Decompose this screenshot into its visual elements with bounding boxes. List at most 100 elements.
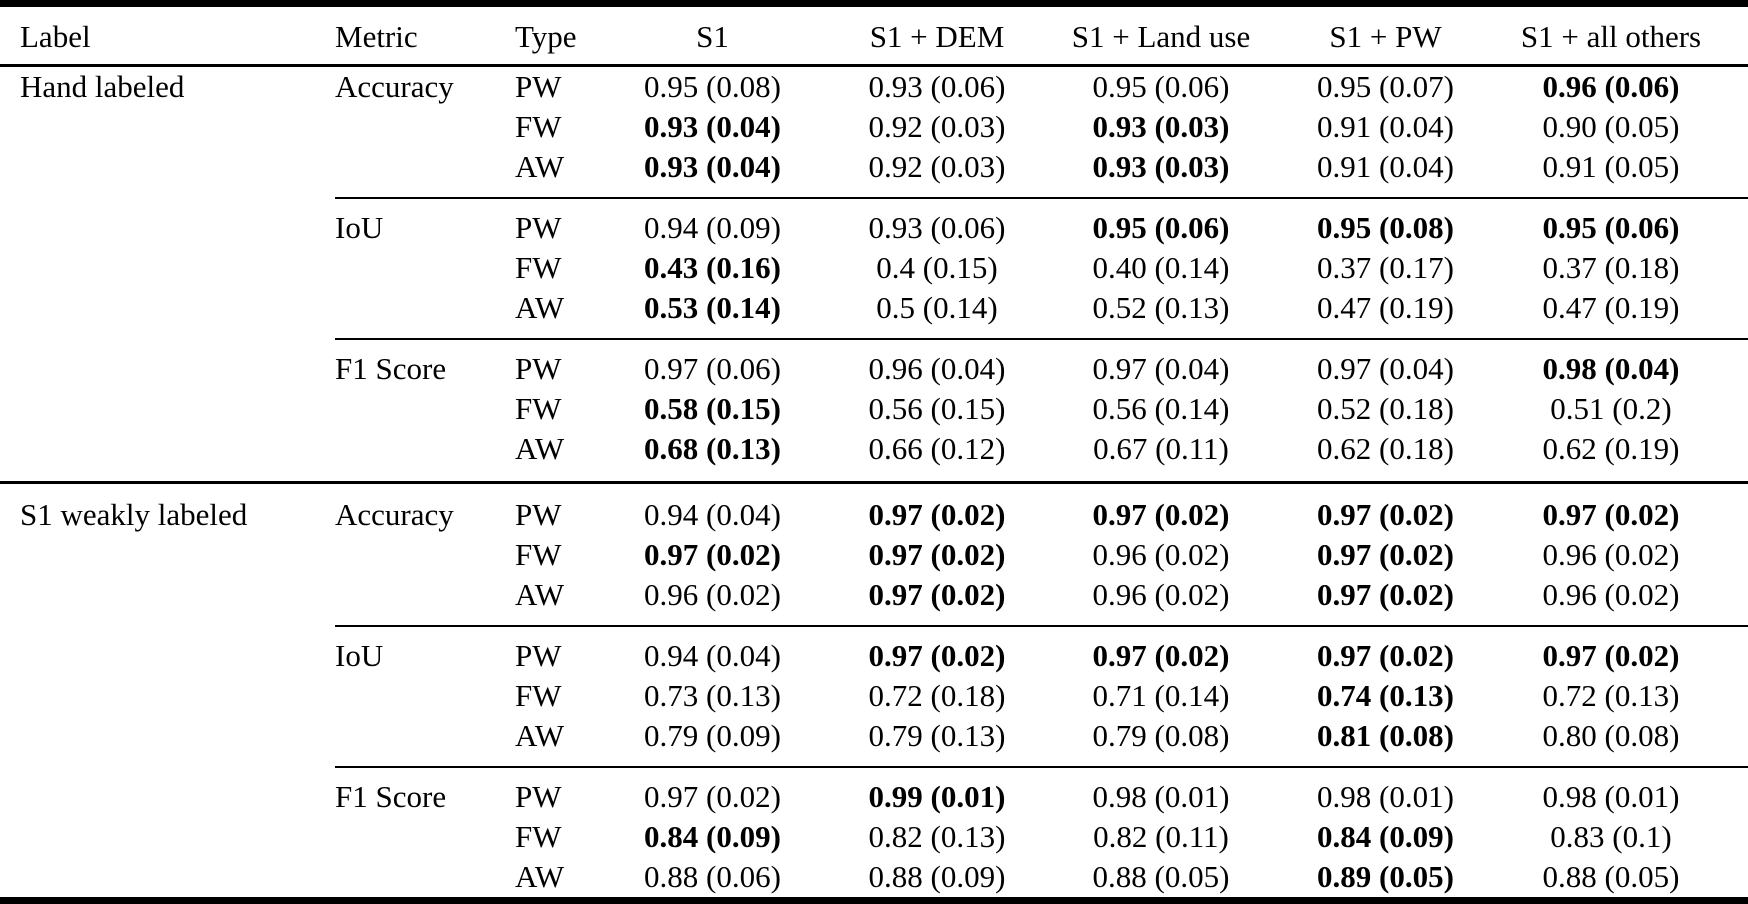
value-cell: 0.95 (0.06) [1498, 197, 1748, 248]
value-cell: 0.97 (0.02) [1317, 537, 1454, 572]
value-cell: 0.84 (0.09) [1317, 819, 1454, 854]
group-label-cell [0, 676, 335, 716]
table-row: IoU PW 0.94 (0.04) 0.97 (0.02) 0.97 (0.02) 0.… [0, 625, 1748, 676]
col-header-s1: S1 [600, 3, 825, 67]
metric-name-cell [335, 676, 515, 716]
table-row: FW 0.73 (0.13) 0.72 (0.18) 0.71 (0.14) 0.74 … [0, 676, 1748, 716]
value-cell: 0.93 (0.03) [1092, 109, 1230, 144]
value-cell: 0.98 (0.01) [1049, 766, 1273, 817]
value-cell: 0.79 (0.08) [1092, 718, 1230, 753]
group-label-cell [0, 389, 335, 429]
value-cell: 0.82 (0.13) [868, 819, 1006, 854]
metric-name-cell [335, 429, 515, 483]
table-body: Hand labeled Accuracy PW 0.95 (0.08) 0.93 (0… [0, 66, 1748, 901]
value-cell: 0.90 (0.05) [1542, 109, 1680, 144]
metric-name-cell [335, 147, 515, 198]
value-cell: 0.51 (0.2) [1550, 391, 1672, 426]
value-cell: 0.97 (0.02) [825, 481, 1049, 535]
col-header-type: Type [515, 3, 600, 67]
value-cell: 0.74 (0.13) [1317, 678, 1454, 713]
value-cell: 0.97 (0.02) [868, 537, 1006, 572]
value-cell: 0.96 (0.04) [825, 338, 1049, 389]
value-cell: 0.88 (0.05) [1542, 859, 1680, 894]
group-label-cell [0, 857, 335, 901]
table-row: AW 0.88 (0.06) 0.88 (0.09) 0.88 (0.05) 0.89 … [0, 857, 1748, 901]
value-cell: 0.73 (0.13) [644, 678, 781, 713]
value-cell: 0.82 (0.11) [1093, 819, 1229, 854]
table-row: IoU PW 0.94 (0.09) 0.93 (0.06) 0.95 (0.06) 0.… [0, 197, 1748, 248]
value-cell: 0.62 (0.18) [1317, 431, 1454, 466]
value-cell: 0.43 (0.16) [644, 250, 781, 285]
group-label-cell [0, 716, 335, 767]
metric-name-cell [335, 288, 515, 339]
type-cell: PW [515, 481, 600, 535]
value-cell: 0.97 (0.02) [1273, 481, 1498, 535]
group-label-cell [0, 429, 335, 483]
type-cell: FW [515, 250, 562, 285]
type-cell: FW [515, 391, 562, 426]
metric-name-cell: F1 Score [335, 338, 515, 389]
type-cell: AW [515, 577, 565, 612]
table-row: S1 weakly labeled Accuracy PW 0.94 (0.04) 0.… [0, 481, 1748, 535]
value-cell: 0.96 (0.02) [1542, 577, 1680, 612]
metric-name-cell [335, 716, 515, 767]
value-cell: 0.88 (0.05) [1092, 859, 1230, 894]
value-cell: 0.72 (0.13) [1542, 678, 1680, 713]
table-row: F1 Score PW 0.97 (0.02) 0.99 (0.01) 0.98 (0.… [0, 766, 1748, 817]
group-label-cell: Hand labeled [20, 69, 185, 104]
value-cell: 0.95 (0.07) [1317, 69, 1454, 104]
value-cell: 0.93 (0.04) [644, 149, 781, 184]
table-row: FW 0.93 (0.04) 0.92 (0.03) 0.93 (0.03) 0.91 … [0, 107, 1748, 147]
group-label-cell [0, 535, 335, 575]
value-cell: 0.47 (0.19) [1317, 290, 1454, 325]
type-cell: AW [515, 718, 565, 753]
value-cell: 0.92 (0.03) [868, 109, 1006, 144]
value-cell: 0.97 (0.04) [1273, 338, 1498, 389]
value-cell: 0.91 (0.04) [1317, 149, 1454, 184]
type-cell: AW [515, 149, 565, 184]
value-cell: 0.68 (0.13) [644, 431, 781, 466]
value-cell: 0.96 (0.02) [644, 577, 781, 612]
value-cell: 0.93 (0.06) [868, 69, 1006, 104]
value-cell: 0.47 (0.19) [1542, 290, 1680, 325]
group-label-cell [0, 198, 335, 248]
type-cell: FW [515, 109, 562, 144]
table-row: AW 0.96 (0.02) 0.97 (0.02) 0.96 (0.02) 0.97 … [0, 575, 1748, 626]
table-row: Hand labeled Accuracy PW 0.95 (0.08) 0.93 (0… [0, 66, 1748, 108]
group-label-cell [0, 575, 335, 626]
value-cell: 0.98 (0.01) [1273, 766, 1498, 817]
value-cell: 0.97 (0.06) [600, 338, 825, 389]
group-label-cell [0, 817, 335, 857]
value-cell: 0.37 (0.17) [1317, 250, 1454, 285]
value-cell: 0.72 (0.18) [868, 678, 1006, 713]
type-cell: AW [515, 431, 565, 466]
value-cell: 0.5 (0.14) [876, 290, 998, 325]
table-row: FW 0.97 (0.02) 0.97 (0.02) 0.96 (0.02) 0.97 … [0, 535, 1748, 575]
value-cell: 0.93 (0.06) [825, 197, 1049, 248]
value-cell: 0.98 (0.01) [1498, 766, 1748, 817]
value-cell: 0.4 (0.15) [876, 250, 998, 285]
table-row: FW 0.43 (0.16) 0.4 (0.15) 0.40 (0.14) 0.37 (… [0, 248, 1748, 288]
type-cell: AW [515, 290, 565, 325]
value-cell: 0.97 (0.02) [1498, 481, 1748, 535]
value-cell: 0.56 (0.15) [868, 391, 1006, 426]
value-cell: 0.79 (0.09) [644, 718, 781, 753]
table-row: F1 Score PW 0.97 (0.06) 0.96 (0.04) 0.97 (0.… [0, 338, 1748, 389]
group-label-cell [0, 767, 335, 817]
type-cell: FW [515, 819, 562, 854]
table-row: AW 0.53 (0.14) 0.5 (0.14) 0.52 (0.13) 0.47 (… [0, 288, 1748, 339]
value-cell: 0.37 (0.18) [1542, 250, 1680, 285]
value-cell: 0.83 (0.1) [1550, 819, 1672, 854]
metric-name-cell [335, 857, 515, 901]
value-cell: 0.80 (0.08) [1542, 718, 1680, 753]
metric-name-cell [335, 389, 515, 429]
value-cell: 0.95 (0.06) [1092, 69, 1230, 104]
type-cell: PW [515, 197, 600, 248]
table-row: AW 0.79 (0.09) 0.79 (0.13) 0.79 (0.08) 0.81 … [0, 716, 1748, 767]
group-label-cell [0, 147, 335, 198]
value-cell: 0.58 (0.15) [644, 391, 781, 426]
metric-name-cell [335, 575, 515, 626]
value-cell: 0.92 (0.03) [868, 149, 1006, 184]
type-cell: PW [515, 766, 600, 817]
